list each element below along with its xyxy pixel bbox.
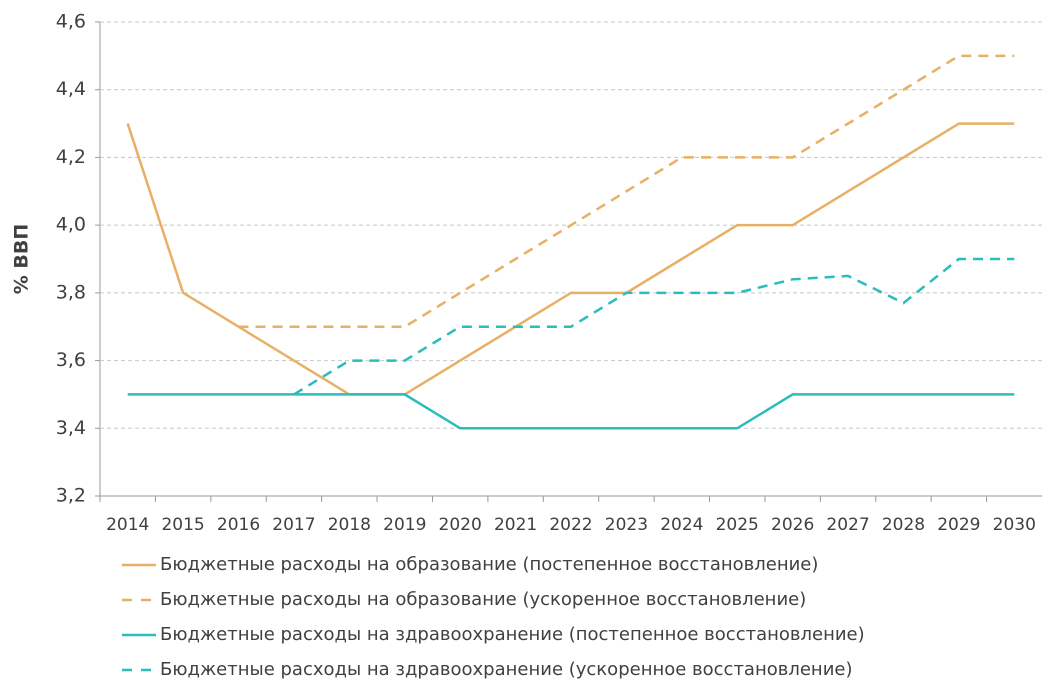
y-tick-label: 4,4 [56,78,86,100]
x-tick-label: 2017 [272,515,315,535]
y-axis-label: % ВВП [11,224,33,295]
legend-label: Бюджетные расходы на здравоохранение (по… [160,624,865,645]
y-tick-label: 3,4 [56,417,86,439]
x-tick-label: 2018 [328,515,371,535]
x-tick-label: 2030 [993,515,1036,535]
y-tick-label: 4,2 [56,146,86,168]
x-tick-label: 2026 [771,515,814,535]
y-tick-label: 3,2 [56,485,86,507]
x-tick-label: 2020 [439,515,482,535]
legend-label: Бюджетные расходы на здравоохранение (ус… [160,659,853,680]
y-tick-label: 3,6 [56,349,86,371]
x-tick-label: 2022 [549,515,592,535]
x-tick-label: 2019 [383,515,426,535]
series-line [238,54,1015,328]
x-tick-label: 2021 [494,515,537,535]
x-tick-label: 2014 [106,515,149,535]
x-tick-label: 2028 [882,515,925,535]
series-line [127,393,1015,430]
x-tick-label: 2025 [716,515,759,535]
legend-label: Бюджетные расходы на образование (постеп… [160,554,818,575]
x-tick-label: 2023 [605,515,648,535]
x-tick-label: 2029 [937,515,980,535]
x-tick-label: 2015 [161,515,204,535]
series-line [293,257,1015,396]
x-tick-label: 2027 [826,515,869,535]
y-tick-label: 4,6 [56,11,86,33]
y-tick-label: 3,8 [56,281,86,303]
legend-label: Бюджетные расходы на образование (ускоре… [160,589,806,610]
y-tick-label: 4,0 [56,214,86,236]
x-tick-label: 2016 [217,515,260,535]
series-line [126,122,1015,396]
x-tick-label: 2024 [660,515,703,535]
